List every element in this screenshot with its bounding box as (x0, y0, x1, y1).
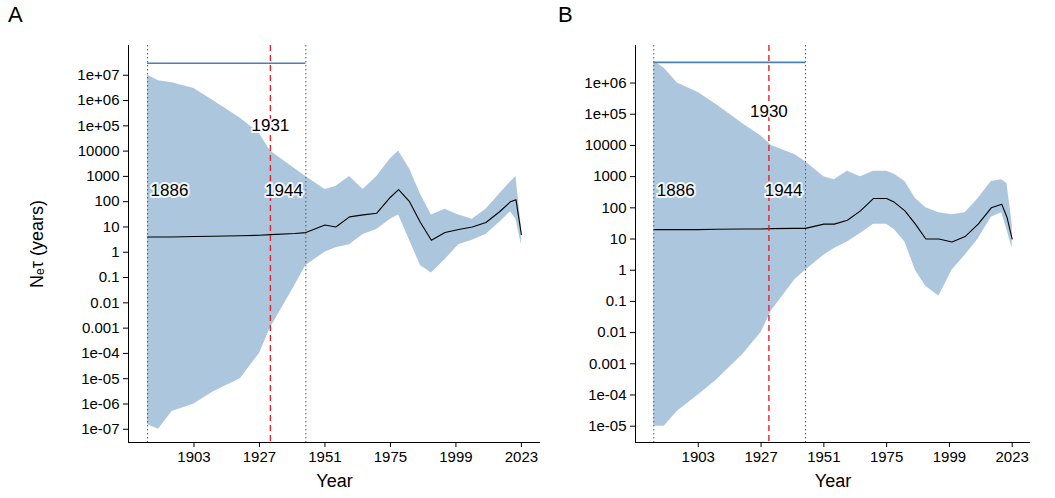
svg-text:0.001: 0.001 (82, 319, 120, 336)
svg-text:1927: 1927 (744, 448, 777, 465)
svg-text:10: 10 (103, 218, 120, 235)
html-text:B: B (558, 2, 573, 27)
svg-text:Year: Year (316, 471, 352, 491)
svg-text:1944: 1944 (265, 181, 303, 200)
svg-text:1927: 1927 (243, 448, 276, 465)
svg-text:1e+07: 1e+07 (77, 66, 119, 83)
svg-text:2023: 2023 (505, 448, 538, 465)
html-text:A: A (8, 2, 23, 27)
svg-text:1e+05: 1e+05 (584, 105, 626, 122)
svg-text:1999: 1999 (439, 448, 472, 465)
svg-text:1: 1 (111, 243, 119, 260)
svg-text:0.1: 0.1 (606, 292, 627, 309)
svg-text:1: 1 (618, 261, 626, 278)
svg-text:10000: 10000 (78, 142, 120, 159)
svg-text:1975: 1975 (374, 448, 407, 465)
svg-text:1903: 1903 (682, 448, 715, 465)
svg-text:1e-05: 1e-05 (588, 417, 626, 434)
svg-text:0.01: 0.01 (90, 294, 119, 311)
svg-text:1e-05: 1e-05 (81, 370, 119, 387)
svg-text:1e+05: 1e+05 (77, 117, 119, 134)
svg-text:100: 100 (601, 199, 626, 216)
svg-text:0.001: 0.001 (589, 355, 627, 372)
svg-text:1903: 1903 (177, 448, 210, 465)
svg-text:100: 100 (94, 192, 119, 209)
svg-text:1e-04: 1e-04 (588, 386, 626, 403)
svg-text:1931: 1931 (251, 116, 289, 135)
svg-text:1e-06: 1e-06 (81, 395, 119, 412)
svg-text:1930: 1930 (750, 102, 788, 121)
svg-text:1000: 1000 (86, 167, 119, 184)
svg-text:1e-07: 1e-07 (81, 420, 119, 437)
svg-text:1e+06: 1e+06 (77, 91, 119, 108)
svg-text:1886: 1886 (657, 181, 695, 200)
svg-text:1e+06: 1e+06 (584, 74, 626, 91)
svg-text:0.01: 0.01 (597, 323, 626, 340)
svg-text:1e-04: 1e-04 (81, 344, 119, 361)
svg-text:1999: 1999 (933, 448, 966, 465)
svg-text:1951: 1951 (308, 448, 341, 465)
svg-text:1975: 1975 (870, 448, 903, 465)
svg-text:1000: 1000 (593, 167, 626, 184)
svg-text:1951: 1951 (807, 448, 840, 465)
svg-text:0.1: 0.1 (99, 268, 120, 285)
svg-text:Nₑτ (years): Nₑτ (years) (27, 200, 47, 288)
svg-text:1886: 1886 (151, 181, 189, 200)
svg-text:10: 10 (610, 230, 627, 247)
svg-text:Year: Year (815, 471, 851, 491)
svg-text:2023: 2023 (996, 448, 1029, 465)
svg-text:1944: 1944 (765, 181, 803, 200)
svg-text:10000: 10000 (585, 136, 627, 153)
